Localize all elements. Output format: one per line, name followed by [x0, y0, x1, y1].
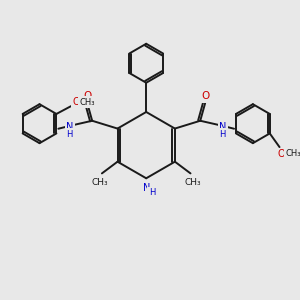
Text: N: N — [66, 122, 74, 132]
Text: CH₃: CH₃ — [92, 178, 108, 187]
Text: H: H — [149, 188, 155, 197]
Text: CH₃: CH₃ — [80, 98, 95, 107]
Text: O: O — [278, 149, 285, 159]
Text: N: N — [219, 122, 226, 132]
Text: O: O — [201, 92, 209, 101]
Text: N: N — [142, 183, 150, 193]
Text: O: O — [72, 97, 80, 107]
Text: CH₃: CH₃ — [285, 149, 300, 158]
Text: H: H — [67, 130, 73, 139]
Text: CH₃: CH₃ — [184, 178, 201, 187]
Text: O: O — [83, 92, 92, 101]
Text: H: H — [220, 130, 226, 139]
